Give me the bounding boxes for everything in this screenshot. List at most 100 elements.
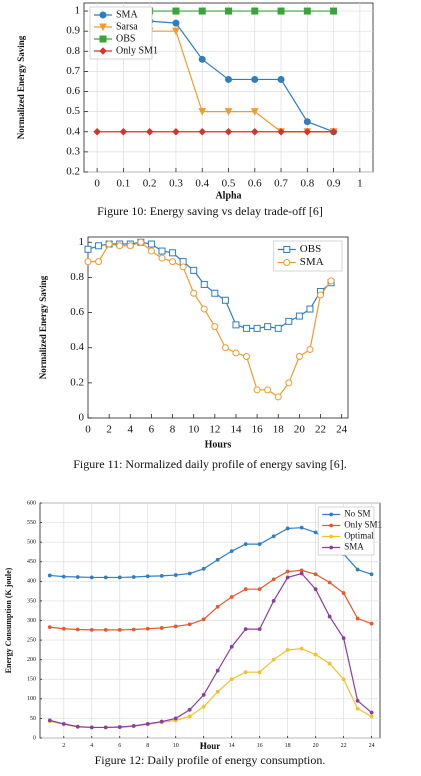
marker [173, 573, 178, 577]
marker [330, 7, 338, 15]
marker [99, 47, 107, 55]
marker [264, 323, 272, 331]
marker [369, 714, 374, 719]
marker [198, 55, 206, 63]
marker [215, 604, 220, 609]
y-tick-label: 0.8 [66, 45, 80, 57]
marker [61, 626, 66, 631]
x-tick-label: 8 [146, 743, 149, 749]
marker [285, 526, 290, 531]
marker [327, 580, 332, 585]
figure-caption: Figure 12: Daily profile of energy consu… [95, 753, 326, 767]
marker [211, 289, 219, 297]
marker [271, 577, 276, 582]
y-tick-label: 0.9 [66, 25, 80, 37]
marker [285, 317, 293, 325]
marker [303, 118, 311, 126]
legend-label: SMA [344, 542, 364, 552]
series-line [49, 569, 372, 631]
legend-label: Sarsa [116, 21, 138, 32]
y-tick-label: 0.3 [66, 145, 80, 157]
marker [169, 258, 177, 266]
x-tick-label: 10 [188, 423, 200, 435]
y-tick-label: 100 [27, 696, 36, 702]
marker [103, 725, 108, 730]
y-tick-label: 0.8 [70, 271, 84, 283]
marker [117, 575, 122, 580]
marker [215, 689, 220, 694]
marker [253, 386, 261, 394]
marker [355, 706, 360, 711]
x-tick-label: 18 [285, 743, 291, 749]
y-tick-label: 500 [27, 540, 36, 546]
marker [251, 128, 259, 136]
y-tick-label: 0.4 [70, 341, 84, 353]
marker [317, 291, 325, 299]
marker [274, 324, 282, 332]
marker [250, 108, 259, 116]
x-tick-label: 1 [357, 177, 363, 189]
marker [179, 263, 187, 271]
marker [103, 575, 108, 580]
marker [327, 277, 335, 285]
x-tick-label: 2 [106, 423, 112, 435]
marker [131, 723, 136, 728]
marker [158, 254, 166, 262]
marker [47, 625, 52, 630]
legend-label: Only SM1 [344, 520, 382, 530]
y-tick-label: 400 [27, 579, 36, 585]
marker [303, 128, 312, 136]
marker [61, 574, 66, 579]
marker [306, 305, 314, 313]
marker [283, 259, 291, 266]
x-tick-label: 12 [209, 423, 220, 435]
y-tick-label: 200 [27, 657, 36, 663]
x-tick-label: 18 [273, 423, 285, 435]
marker [145, 626, 150, 631]
legend-label: OBS [116, 33, 135, 44]
marker [145, 128, 154, 136]
marker [355, 616, 360, 621]
y-tick-label: 0 [33, 735, 36, 741]
x-tick-label: 0.3 [169, 177, 183, 189]
marker [306, 345, 314, 353]
marker [253, 324, 261, 332]
marker [229, 677, 234, 682]
marker [190, 266, 198, 274]
marker [201, 617, 206, 622]
marker [225, 75, 232, 83]
marker [119, 128, 128, 136]
marker [131, 627, 136, 632]
x-tick-label: 24 [336, 423, 348, 435]
marker [201, 566, 206, 571]
marker [117, 628, 122, 632]
marker [257, 627, 262, 632]
marker [303, 7, 311, 15]
marker [145, 574, 150, 579]
series-line [49, 572, 372, 729]
x-tick-label: 4 [90, 743, 93, 749]
y-tick-label: 0.7 [66, 65, 80, 77]
marker [187, 707, 192, 712]
x-tick-label: 0.8 [300, 177, 314, 189]
x-tick-label: 16 [257, 743, 263, 749]
marker [274, 393, 282, 401]
x-tick-label: 22 [315, 423, 326, 435]
marker [198, 7, 206, 15]
marker [271, 657, 276, 662]
x-tick-label: 0.6 [248, 177, 262, 189]
marker [257, 587, 262, 592]
marker [215, 668, 220, 673]
x-tick-label: 20 [294, 423, 306, 435]
marker [172, 27, 180, 36]
marker [99, 35, 107, 43]
marker [215, 557, 220, 562]
marker [285, 569, 290, 574]
x-tick-label: 16 [252, 423, 264, 435]
y-tick-label: 550 [27, 520, 36, 526]
y-tick-label: 0.2 [66, 166, 80, 178]
marker [75, 575, 80, 579]
marker [172, 7, 180, 15]
y-tick-label: 250 [27, 637, 36, 643]
